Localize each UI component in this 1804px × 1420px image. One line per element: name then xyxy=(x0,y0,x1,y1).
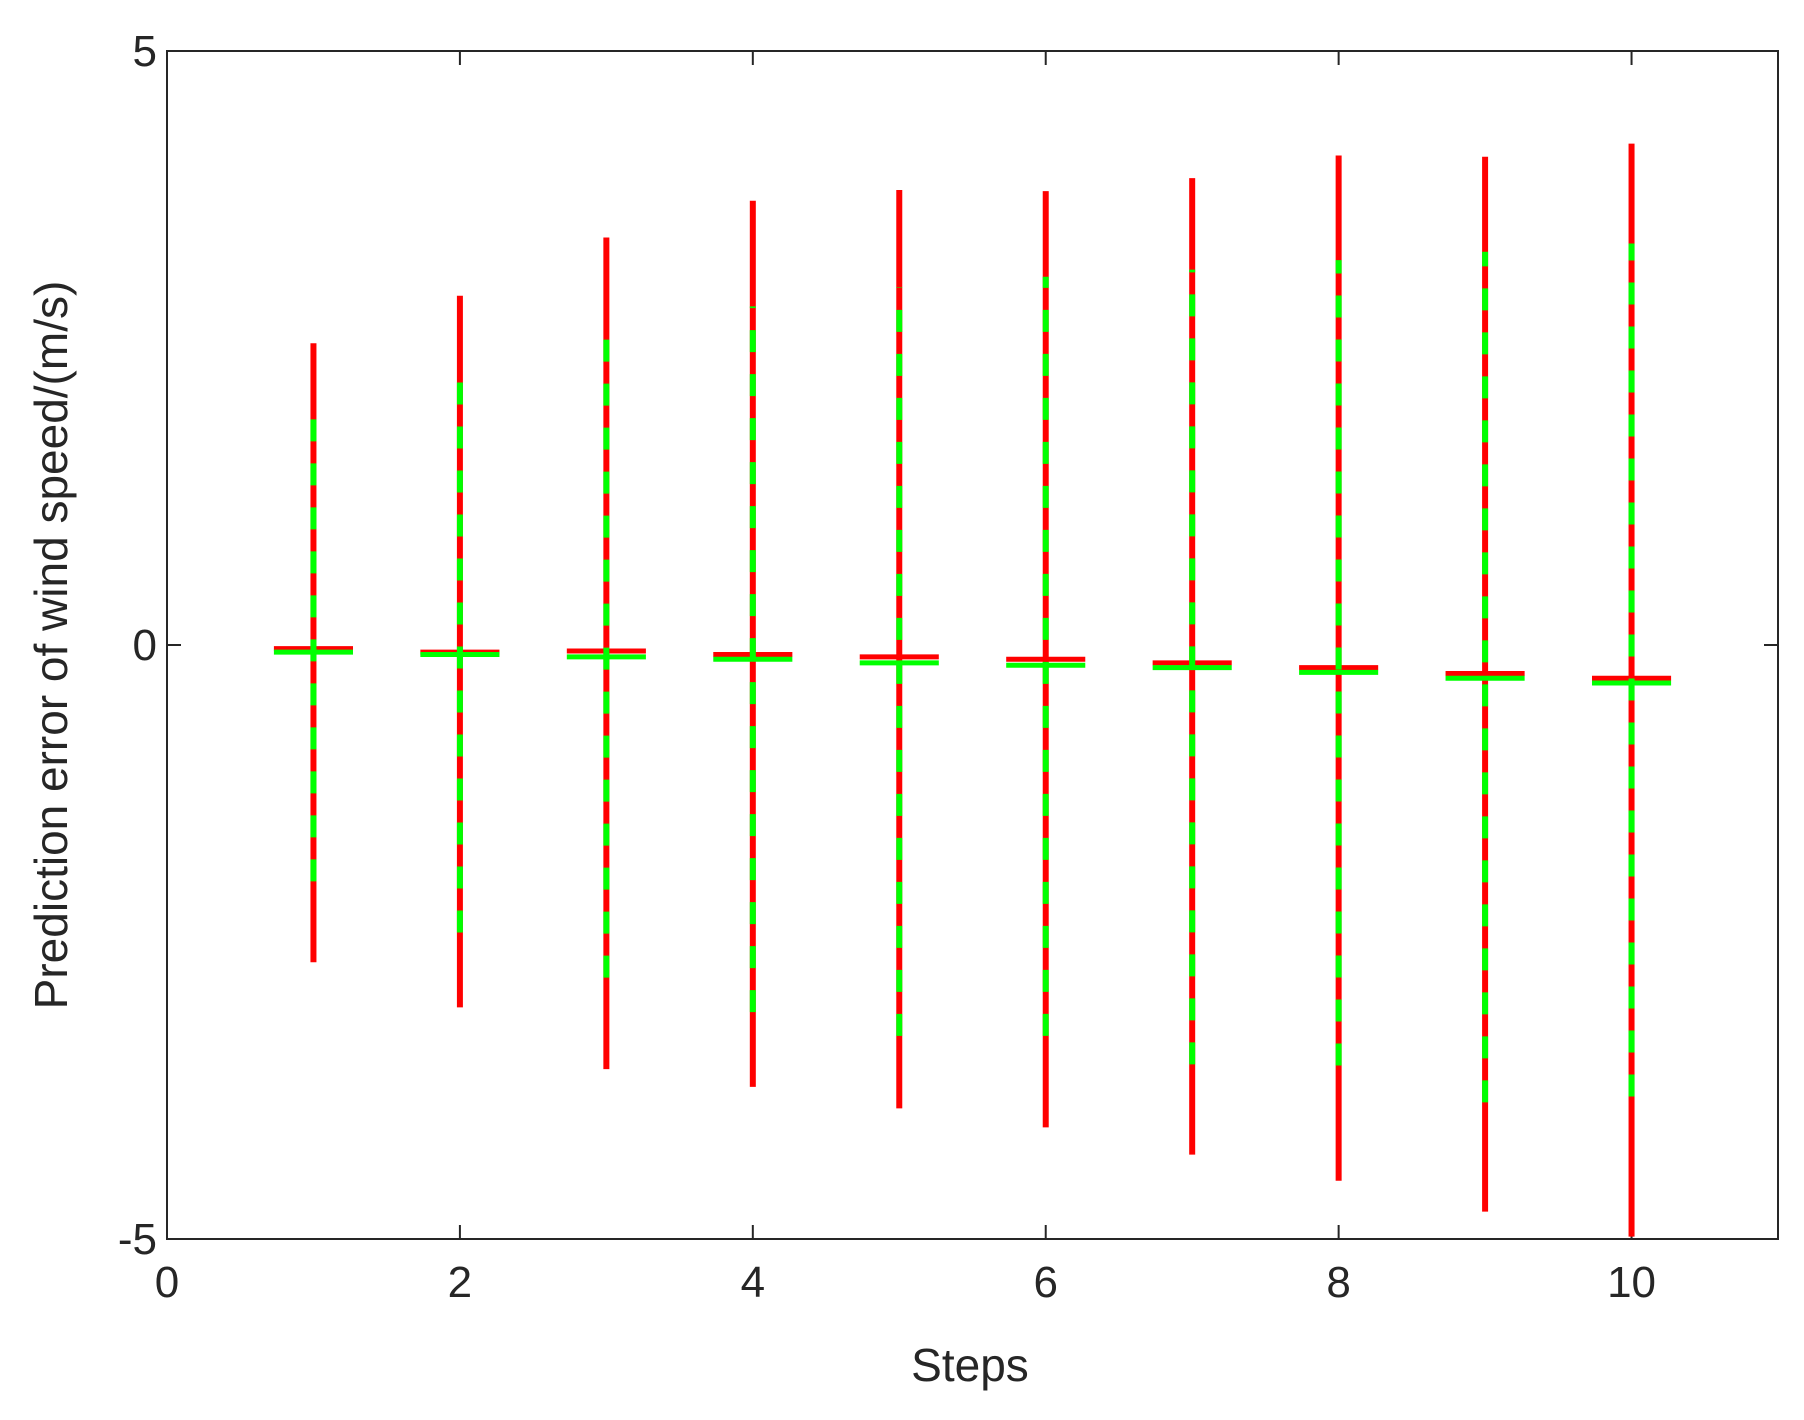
x-tick-label: 6 xyxy=(1033,1258,1057,1307)
y-tick-label: 0 xyxy=(133,621,157,670)
x-tick-label: 8 xyxy=(1326,1258,1350,1307)
y-axis-label: Prediction error of wind speed/(m/s) xyxy=(25,281,77,1010)
y-tick-label: 5 xyxy=(133,27,157,76)
x-tick-label: 0 xyxy=(155,1258,179,1307)
y-tick-label: -5 xyxy=(118,1215,157,1264)
x-tick-label: 10 xyxy=(1607,1258,1656,1307)
x-tick-label: 2 xyxy=(448,1258,472,1307)
x-axis-label: Steps xyxy=(911,1339,1029,1391)
plot-area xyxy=(166,50,1779,1240)
x-tick-label: 4 xyxy=(741,1258,765,1307)
